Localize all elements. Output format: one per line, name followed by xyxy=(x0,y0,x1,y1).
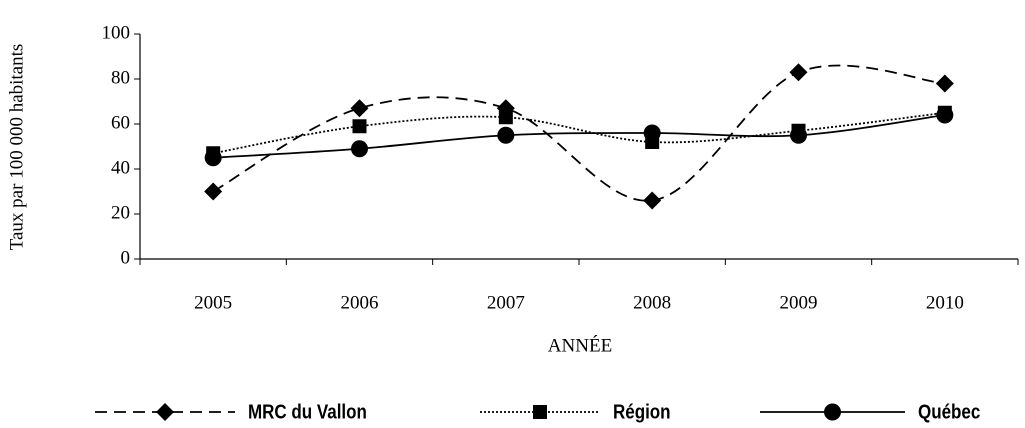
marker xyxy=(497,126,515,144)
legend-label: MRC du Vallon xyxy=(248,400,367,423)
marker xyxy=(352,119,367,134)
legend-marker xyxy=(156,403,174,421)
marker xyxy=(935,74,954,93)
y-axis-label: Taux par 100 000 habitants xyxy=(6,44,27,251)
x-tick-label: 2005 xyxy=(194,292,232,313)
y-tick-label: 80 xyxy=(111,67,130,88)
marker xyxy=(789,63,808,82)
x-tick-label: 2009 xyxy=(780,292,818,313)
legend-label: Québec xyxy=(918,400,980,423)
x-tick-label: 2010 xyxy=(926,292,964,313)
marker xyxy=(498,110,513,125)
marker xyxy=(204,182,223,201)
marker xyxy=(643,191,662,210)
legend-label: Région xyxy=(613,400,671,423)
legend-marker xyxy=(824,403,841,421)
series-line xyxy=(213,111,945,155)
marker xyxy=(351,140,368,158)
y-tick-label: 0 xyxy=(121,247,131,268)
y-tick-label: 40 xyxy=(111,157,130,178)
x-tick-label: 2006 xyxy=(341,292,379,313)
series-line xyxy=(213,114,945,159)
y-tick-label: 100 xyxy=(102,22,131,43)
x-axis-label: ANNÉE xyxy=(548,334,612,356)
legend-marker xyxy=(533,405,547,419)
marker xyxy=(790,126,807,144)
marker xyxy=(936,106,954,124)
marker xyxy=(350,99,369,118)
marker xyxy=(204,149,222,167)
x-tick-label: 2007 xyxy=(487,292,525,313)
marker xyxy=(643,124,661,142)
y-tick-label: 20 xyxy=(111,202,130,223)
y-tick-label: 60 xyxy=(111,112,130,133)
x-tick-label: 2008 xyxy=(633,292,671,313)
